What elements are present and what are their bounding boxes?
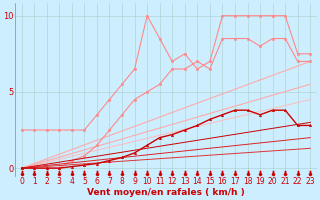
- X-axis label: Vent moyen/en rafales ( km/h ): Vent moyen/en rafales ( km/h ): [87, 188, 245, 197]
